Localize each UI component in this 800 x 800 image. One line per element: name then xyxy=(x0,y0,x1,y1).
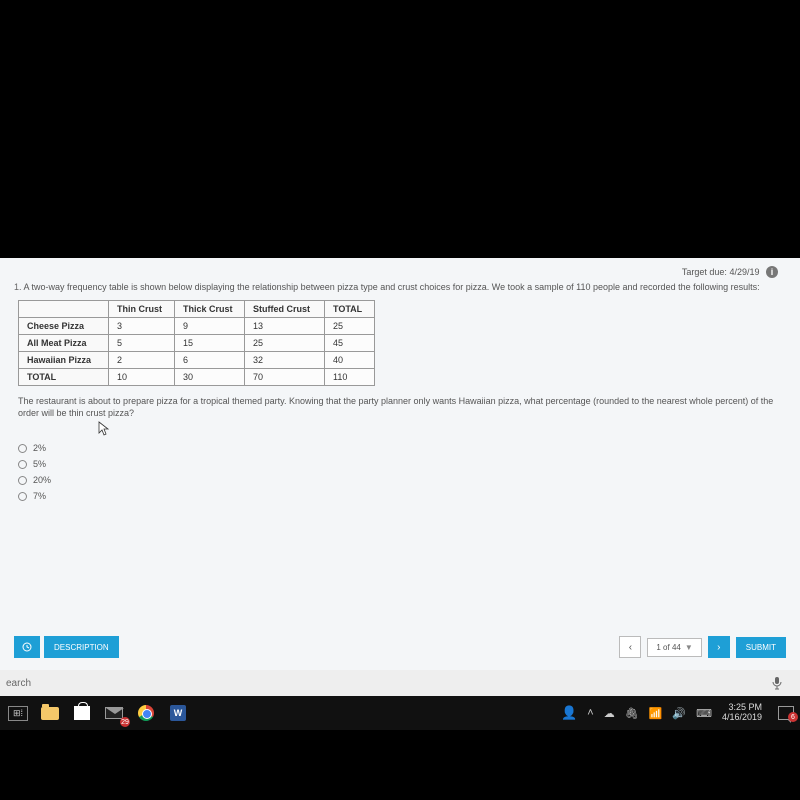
store-button[interactable] xyxy=(70,701,94,725)
info-icon[interactable]: i xyxy=(766,266,778,278)
search-placeholder: earch xyxy=(6,678,31,689)
chrome-button[interactable] xyxy=(134,701,158,725)
store-icon xyxy=(74,706,90,720)
col-blank xyxy=(19,301,109,318)
cell: 13 xyxy=(245,318,325,335)
word-button[interactable]: W xyxy=(166,701,190,725)
keyboard-icon[interactable]: ⌨ xyxy=(696,707,712,720)
onedrive-icon[interactable]: ☁ xyxy=(604,707,615,720)
cell: 6 xyxy=(175,352,245,369)
table-row: All Meat Pizza 5 15 25 45 xyxy=(19,335,375,352)
cell: 9 xyxy=(175,318,245,335)
cell: 5 xyxy=(109,335,175,352)
option-label: 20% xyxy=(33,475,51,485)
task-view-button[interactable]: ⊞⁞ xyxy=(6,701,30,725)
microphone-icon[interactable] xyxy=(770,676,784,690)
footer-right: ‹ 1 of 44 ▼ › SUBMIT xyxy=(619,636,786,658)
question-prompt: 1. A two-way frequency table is shown be… xyxy=(14,282,786,292)
cell: 45 xyxy=(325,335,375,352)
row-label: TOTAL xyxy=(19,369,109,386)
mail-badge: 29 xyxy=(120,717,130,727)
sub-question: The restaurant is about to prepare pizza… xyxy=(18,396,782,437)
bluetooth-icon[interactable]: 🖇 xyxy=(625,707,639,720)
prev-button[interactable]: ‹ xyxy=(619,636,641,658)
radio-icon[interactable] xyxy=(18,476,27,485)
cell: 40 xyxy=(325,352,375,369)
caret-down-icon: ▼ xyxy=(685,643,693,652)
cell: 2 xyxy=(109,352,175,369)
question-number: 1. xyxy=(14,282,22,292)
date-text: 4/16/2019 xyxy=(722,713,762,723)
cell: 70 xyxy=(245,369,325,386)
submit-button[interactable]: SUBMIT xyxy=(736,637,786,658)
row-label: Hawaiian Pizza xyxy=(19,352,109,369)
cell: 30 xyxy=(175,369,245,386)
option-b[interactable]: 5% xyxy=(18,459,786,469)
footer-left: DESCRIPTION xyxy=(14,636,119,658)
radio-icon[interactable] xyxy=(18,460,27,469)
row-label: Cheese Pizza xyxy=(19,318,109,335)
cell: 110 xyxy=(325,369,375,386)
option-c[interactable]: 20% xyxy=(18,475,786,485)
clock-button[interactable] xyxy=(14,636,40,658)
col-thin: Thin Crust xyxy=(109,301,175,318)
col-stuffed: Stuffed Crust xyxy=(245,301,325,318)
quiz-footer: DESCRIPTION ‹ 1 of 44 ▼ › SUBMIT xyxy=(14,636,786,658)
windows-taskbar: ⊞⁞ 29 W 👤 ˄ ☁ 🖇 📶 🔊 ⌨ 3:25 PM 4/16/2019 xyxy=(0,696,800,730)
cell: 3 xyxy=(109,318,175,335)
mail-button[interactable]: 29 xyxy=(102,701,126,725)
radio-icon[interactable] xyxy=(18,444,27,453)
clock-icon xyxy=(22,642,32,652)
tray-chevron-icon[interactable]: ˄ xyxy=(587,707,593,719)
col-total: TOTAL xyxy=(325,301,375,318)
target-due-date: 4/29/19 xyxy=(729,267,759,277)
taskbar-right: 👤 ˄ ☁ 🖇 📶 🔊 ⌨ 3:25 PM 4/16/2019 6 xyxy=(561,703,794,723)
option-label: 7% xyxy=(33,491,46,501)
wifi-icon[interactable]: 📶 xyxy=(649,707,663,720)
cell: 32 xyxy=(245,352,325,369)
frequency-table: Thin Crust Thick Crust Stuffed Crust TOT… xyxy=(18,300,375,386)
option-label: 5% xyxy=(33,459,46,469)
col-thick: Thick Crust xyxy=(175,301,245,318)
file-explorer-button[interactable] xyxy=(38,701,62,725)
option-a[interactable]: 2% xyxy=(18,443,786,453)
row-label: All Meat Pizza xyxy=(19,335,109,352)
table-row: Hawaiian Pizza 2 6 32 40 xyxy=(19,352,375,369)
people-icon[interactable]: 👤 xyxy=(561,705,577,721)
cursor-icon xyxy=(98,421,110,437)
folder-icon xyxy=(41,707,59,720)
word-icon: W xyxy=(170,705,186,721)
description-button[interactable]: DESCRIPTION xyxy=(44,636,119,658)
taskbar-left: ⊞⁞ 29 W xyxy=(6,701,190,725)
target-due-label: Target due: xyxy=(682,267,727,277)
radio-icon[interactable] xyxy=(18,492,27,501)
submit-label: SUBMIT xyxy=(746,643,776,652)
notification-badge: 6 xyxy=(788,712,798,722)
volume-icon[interactable]: 🔊 xyxy=(672,707,686,720)
description-label: DESCRIPTION xyxy=(54,643,109,652)
option-label: 2% xyxy=(33,443,46,453)
cell: 10 xyxy=(109,369,175,386)
table-header-row: Thin Crust Thick Crust Stuffed Crust TOT… xyxy=(19,301,375,318)
table-row: TOTAL 10 30 70 110 xyxy=(19,369,375,386)
next-button[interactable]: › xyxy=(708,636,730,658)
sub-question-text: The restaurant is about to prepare pizza… xyxy=(18,396,773,418)
action-center-button[interactable]: 6 xyxy=(772,706,794,720)
cell: 15 xyxy=(175,335,245,352)
chrome-icon xyxy=(138,705,154,721)
pager[interactable]: 1 of 44 ▼ xyxy=(647,638,701,657)
quiz-panel: Target due: 4/29/19 i 1. A two-way frequ… xyxy=(0,258,800,670)
search-bar[interactable]: earch xyxy=(0,670,800,696)
table-row: Cheese Pizza 3 9 13 25 xyxy=(19,318,375,335)
cell: 25 xyxy=(325,318,375,335)
question-text: A two-way frequency table is shown below… xyxy=(24,282,760,292)
clock[interactable]: 3:25 PM 4/16/2019 xyxy=(722,703,762,723)
target-due-row: Target due: 4/29/19 i xyxy=(14,264,786,282)
mail-icon xyxy=(105,707,123,719)
answer-options: 2% 5% 20% 7% xyxy=(18,443,786,501)
cell: 25 xyxy=(245,335,325,352)
option-d[interactable]: 7% xyxy=(18,491,786,501)
pager-text: 1 of 44 xyxy=(656,643,680,652)
task-view-icon: ⊞⁞ xyxy=(8,706,28,721)
